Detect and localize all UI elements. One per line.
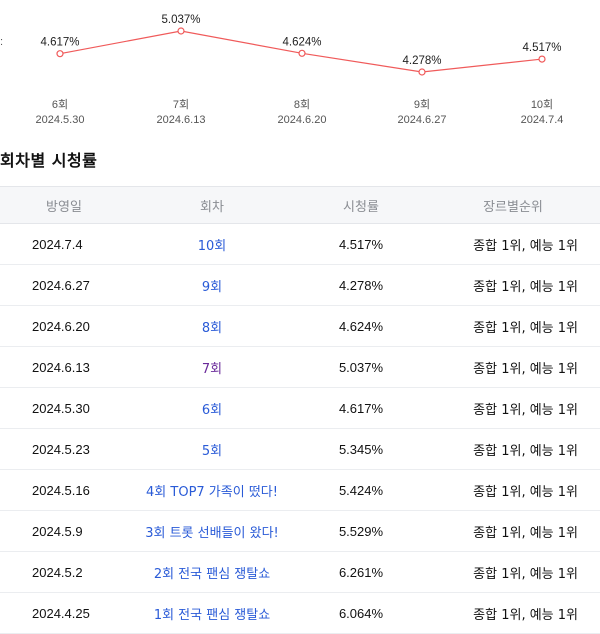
air-date-cell: 2024.5.9: [0, 510, 128, 552]
data-point[interactable]: [538, 55, 546, 63]
rating-cell: 5.529%: [296, 510, 426, 552]
data-point[interactable]: [56, 50, 64, 58]
genre-rank-cell: 종합 1위, 예능 1위: [426, 305, 600, 347]
x-tick-episode: 9회: [414, 98, 430, 111]
x-tick-date: 2024.6.27: [398, 114, 447, 126]
episode-link[interactable]: 7회: [201, 361, 223, 377]
x-tick-date: 2024.6.20: [278, 114, 327, 126]
air-date-cell: 2024.5.2: [0, 551, 128, 593]
ratings-table: 방영일 회차 시청률 장르별순위 2024.7.4 10회 4.517% 종합 1위,…: [0, 186, 600, 634]
data-point[interactable]: [298, 49, 306, 57]
air-date-cell: 2024.6.20: [0, 305, 128, 347]
rating-cell: 5.345%: [296, 428, 426, 470]
x-tick-date: 2024.7.4: [521, 114, 564, 126]
y-axis-edge-mark: :: [0, 36, 3, 48]
episode-cell: 4회 TOP7 가족이 떴다!: [128, 469, 296, 511]
x-tick-date: 2024.5.30: [36, 114, 85, 126]
data-label: 5.037%: [161, 14, 200, 26]
episode-link[interactable]: 1회 전국 팬심 쟁탈쇼: [153, 607, 271, 623]
episode-cell: 5회: [128, 428, 296, 470]
episode-link[interactable]: 10회: [197, 238, 227, 254]
air-date-cell: 2024.5.30: [0, 387, 128, 429]
episode-cell: 8회: [128, 305, 296, 347]
x-tick-episode: 10회: [531, 98, 553, 111]
section-title: 회차별 시청률: [0, 151, 98, 170]
table-row: 2024.6.27 9회 4.278% 종합 1위, 예능 1위: [0, 264, 600, 306]
genre-rank-cell: 종합 1위, 예능 1위: [426, 551, 600, 593]
air-date-cell: 2024.6.13: [0, 346, 128, 388]
x-tick-date: 2024.6.13: [157, 114, 206, 126]
header-rating: 시청률: [296, 186, 426, 224]
table-body: 2024.7.4 10회 4.517% 종합 1위, 예능 1위 2024.6.27 9회…: [0, 223, 600, 634]
table-row: 2024.5.16 4회 TOP7 가족이 떴다! 5.424% 종합 1위, 예능 …: [0, 469, 600, 511]
genre-rank-cell: 종합 1위, 예능 1위: [426, 510, 600, 552]
genre-rank-cell: 종합 1위, 예능 1위: [426, 592, 600, 634]
rating-cell: 5.424%: [296, 469, 426, 511]
air-date-cell: 2024.6.27: [0, 264, 128, 306]
data-label: 4.617%: [40, 37, 79, 49]
episode-cell: 6회: [128, 387, 296, 429]
header-air-date: 방영일: [0, 186, 128, 224]
header-episode: 회차: [128, 186, 296, 224]
x-tick-episode: 8회: [294, 98, 310, 111]
episode-cell: 9회: [128, 264, 296, 306]
rating-cell: 4.617%: [296, 387, 426, 429]
rating-cell: 4.624%: [296, 305, 426, 347]
air-date-cell: 2024.4.25: [0, 592, 128, 634]
episode-cell: 3회 트롯 선배들이 왔다!: [128, 510, 296, 552]
air-date-cell: 2024.5.16: [0, 469, 128, 511]
x-tick-episode: 6회: [52, 98, 68, 111]
genre-rank-cell: 종합 1위, 예능 1위: [426, 264, 600, 306]
rating-cell: 5.037%: [296, 346, 426, 388]
rating-cell: 6.064%: [296, 592, 426, 634]
table-row: 2024.5.2 2회 전국 팬심 쟁탈쇼 6.261% 종합 1위, 예능 1위: [0, 551, 600, 593]
rating-cell: 6.261%: [296, 551, 426, 593]
data-label: 4.278%: [402, 55, 441, 67]
data-point[interactable]: [177, 27, 185, 35]
table-row: 2024.6.13 7회 5.037% 종합 1위, 예능 1위: [0, 346, 600, 388]
episode-link[interactable]: 8회: [201, 320, 223, 336]
episode-cell: 2회 전국 팬심 쟁탈쇼: [128, 551, 296, 593]
ratings-line-chart: : 4.617% 6회 2024.5.30 5.037% 7회 2024.6.13 4.624…: [0, 14, 564, 126]
table-row: 2024.6.20 8회 4.624% 종합 1위, 예능 1위: [0, 305, 600, 347]
data-label: 4.517%: [522, 42, 561, 54]
air-date-cell: 2024.7.4: [0, 223, 128, 265]
data-point[interactable]: [418, 68, 426, 76]
genre-rank-cell: 종합 1위, 예능 1위: [426, 469, 600, 511]
x-tick-episode: 7회: [173, 98, 189, 111]
header-genre-rank: 장르별순위: [426, 186, 600, 224]
genre-rank-cell: 종합 1위, 예능 1위: [426, 346, 600, 388]
table-header-row: 방영일 회차 시청률 장르별순위: [0, 186, 600, 224]
table-row: 2024.7.4 10회 4.517% 종합 1위, 예능 1위: [0, 223, 600, 265]
rating-cell: 4.517%: [296, 223, 426, 265]
episode-link[interactable]: 2회 전국 팬심 쟁탈쇼: [153, 566, 271, 582]
genre-rank-cell: 종합 1위, 예능 1위: [426, 428, 600, 470]
table-row: 2024.4.25 1회 전국 팬심 쟁탈쇼 6.064% 종합 1위, 예능 1위: [0, 592, 600, 634]
episode-cell: 10회: [128, 223, 296, 265]
episode-link[interactable]: 6회: [201, 402, 223, 418]
episode-link[interactable]: 9회: [201, 279, 223, 295]
table-row: 2024.5.9 3회 트롯 선배들이 왔다! 5.529% 종합 1위, 예능 1위: [0, 510, 600, 552]
air-date-cell: 2024.5.23: [0, 428, 128, 470]
genre-rank-cell: 종합 1위, 예능 1위: [426, 387, 600, 429]
episode-cell: 1회 전국 팬심 쟁탈쇼: [128, 592, 296, 634]
rating-cell: 4.278%: [296, 264, 426, 306]
table-row: 2024.5.23 5회 5.345% 종합 1위, 예능 1위: [0, 428, 600, 470]
table-row: 2024.5.30 6회 4.617% 종합 1위, 예능 1위: [0, 387, 600, 429]
episode-link[interactable]: 4회 TOP7 가족이 떴다!: [146, 484, 278, 500]
episode-link[interactable]: 3회 트롯 선배들이 왔다!: [145, 525, 279, 541]
data-label: 4.624%: [282, 36, 321, 48]
episode-link[interactable]: 5회: [201, 443, 223, 459]
genre-rank-cell: 종합 1위, 예능 1위: [426, 223, 600, 265]
episode-cell: 7회: [128, 346, 296, 388]
